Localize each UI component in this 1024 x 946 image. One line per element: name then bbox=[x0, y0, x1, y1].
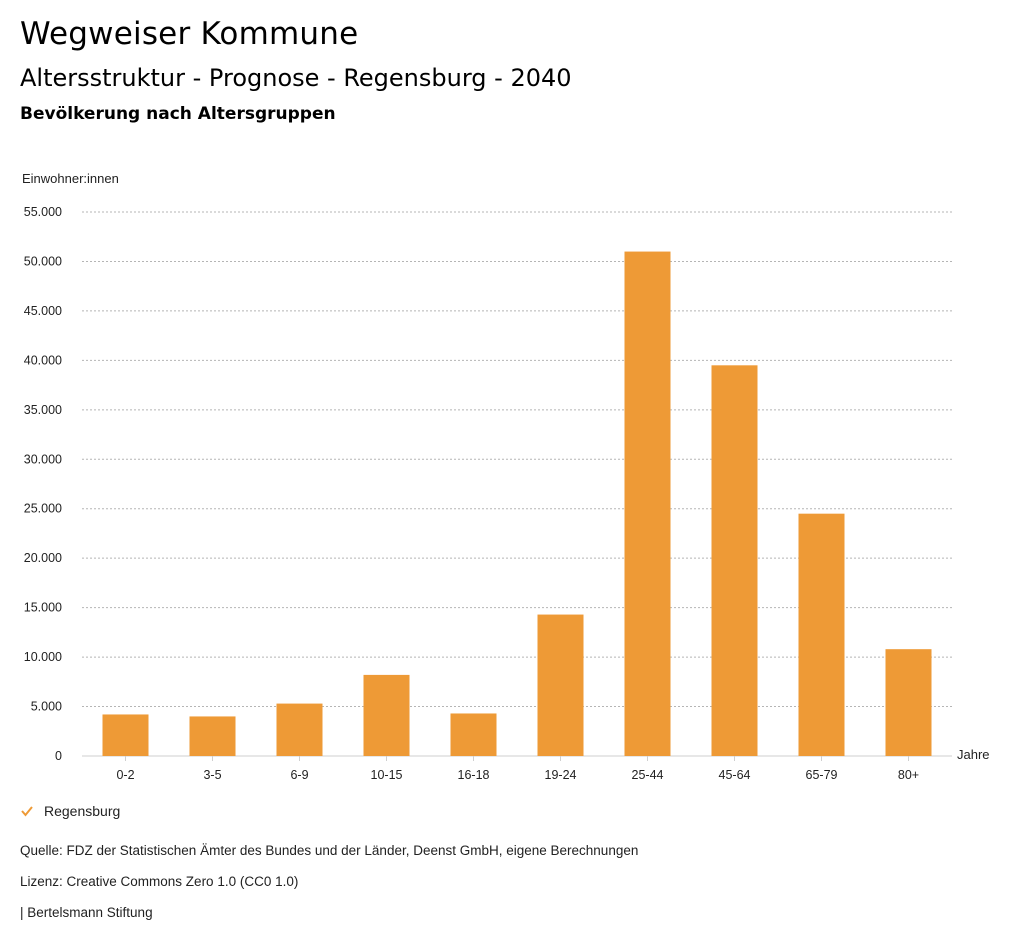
bar-10-15 bbox=[363, 674, 410, 756]
footer-source: Quelle: FDZ der Statistischen Ämter des … bbox=[20, 843, 639, 858]
y-tick-label: 0 bbox=[55, 749, 62, 763]
bar-6-9 bbox=[276, 703, 323, 756]
chart-subtitle: Altersstruktur - Prognose - Regensburg -… bbox=[20, 64, 572, 92]
y-tick-label: 55.000 bbox=[24, 205, 62, 219]
bar-3-5 bbox=[189, 716, 236, 756]
y-tick-label: 35.000 bbox=[24, 403, 62, 417]
y-tick-label: 45.000 bbox=[24, 304, 62, 318]
check-icon bbox=[21, 806, 33, 817]
footer-license: Lizenz: Creative Commons Zero 1.0 (CC0 1… bbox=[20, 874, 299, 889]
legend-label-regensburg: Regensburg bbox=[44, 803, 121, 819]
y-tick-label: 20.000 bbox=[24, 551, 62, 565]
x-tick-label: 6-9 bbox=[290, 768, 308, 782]
y-tick-label: 10.000 bbox=[24, 650, 62, 664]
y-tick-label: 40.000 bbox=[24, 353, 62, 367]
footer-publisher: | Bertelsmann Stiftung bbox=[20, 905, 153, 920]
x-tick-label: 19-24 bbox=[545, 768, 577, 782]
x-tick-label: 65-79 bbox=[806, 768, 838, 782]
y-axis-label: Einwohner:innen bbox=[22, 171, 119, 186]
x-tick-label: 80+ bbox=[898, 768, 919, 782]
x-tick-label: 0-2 bbox=[116, 768, 134, 782]
bar-25-44 bbox=[624, 251, 671, 756]
page-title: Wegweiser Kommune bbox=[20, 16, 359, 52]
bar-19-24 bbox=[537, 614, 584, 756]
y-tick-label: 50.000 bbox=[24, 254, 62, 268]
y-tick-label: 25.000 bbox=[24, 502, 62, 516]
bar-16-18 bbox=[450, 713, 497, 756]
x-tick-label: 25-44 bbox=[632, 768, 664, 782]
x-tick-label: 16-18 bbox=[458, 768, 490, 782]
bar-chart: 0 5.000 10.000 15.000 20.000 25.000 30.000 35.0… bbox=[24, 205, 990, 782]
y-tick-label: 30.000 bbox=[24, 452, 62, 466]
x-tick-label: 3-5 bbox=[203, 768, 221, 782]
y-tick-label: 5.000 bbox=[31, 700, 62, 714]
bar-65-79 bbox=[798, 513, 845, 756]
x-axis-label: Jahre bbox=[957, 747, 990, 762]
bar-80plus bbox=[885, 649, 932, 756]
y-tick-label: 15.000 bbox=[24, 601, 62, 615]
bar-0-2 bbox=[102, 714, 149, 756]
legend[interactable]: Regensburg bbox=[20, 803, 120, 819]
x-tick-label: 10-15 bbox=[371, 768, 403, 782]
x-tick-label: 45-64 bbox=[719, 768, 751, 782]
chart-subsubtitle: Bevölkerung nach Altersgruppen bbox=[20, 104, 336, 124]
bar-45-64 bbox=[711, 365, 758, 756]
